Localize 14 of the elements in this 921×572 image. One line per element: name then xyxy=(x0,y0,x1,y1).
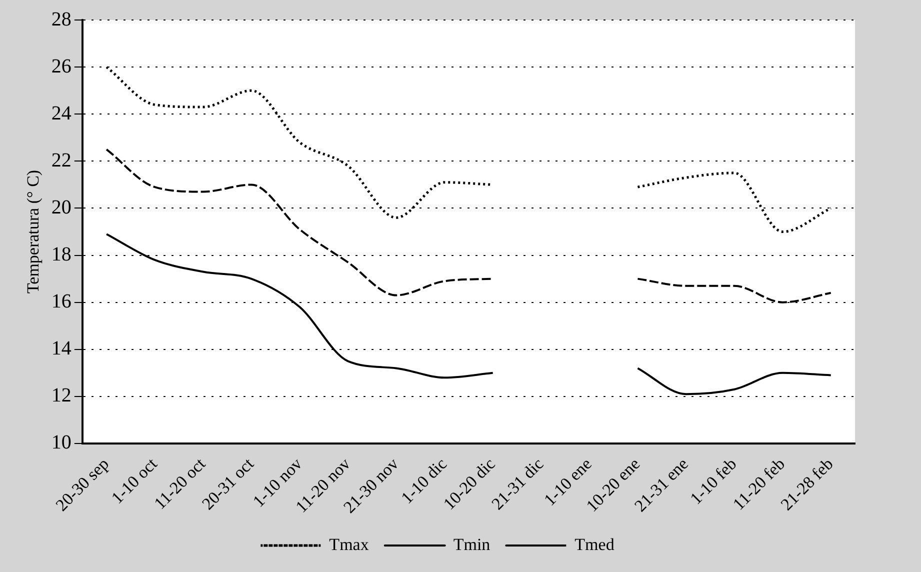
y-tick-label: 12 xyxy=(51,384,72,407)
y-tick-label: 22 xyxy=(51,149,72,172)
y-tick-label: 16 xyxy=(51,290,72,313)
legend-label: Tmed xyxy=(574,534,615,554)
y-tick-label: 20 xyxy=(51,196,72,218)
y-axis-title: Temperatura (° C) xyxy=(24,170,43,294)
legend-label: Tmin xyxy=(453,534,491,554)
y-tick-label: 26 xyxy=(51,55,72,78)
y-tick-label: 18 xyxy=(51,244,72,266)
y-tick-label: 28 xyxy=(51,8,72,30)
y-tick-label: 14 xyxy=(51,338,72,360)
legend-label: Tmax xyxy=(329,534,370,554)
y-tick-label: 24 xyxy=(51,102,72,124)
y-tick-label: 10 xyxy=(51,432,72,454)
